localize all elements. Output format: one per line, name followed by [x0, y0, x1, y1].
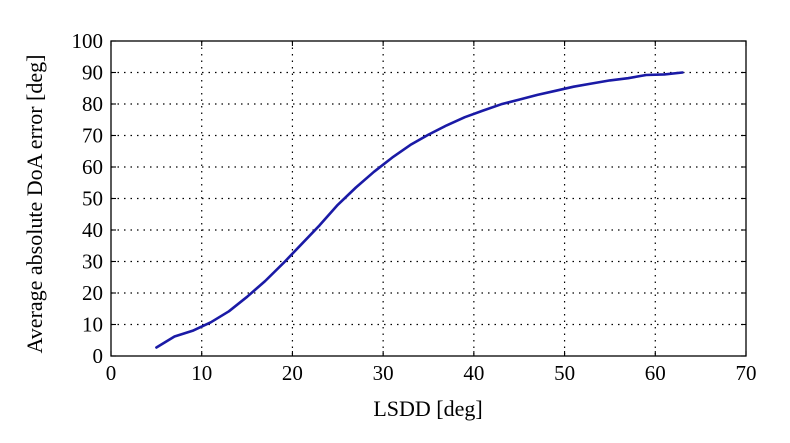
- x-tick-label: 0: [106, 361, 117, 385]
- y-tick-label: 30: [82, 250, 103, 274]
- x-axis-label: LSDD [deg]: [373, 396, 482, 421]
- y-tick-labels: 0 10 20 30 40 50 60 70 80 90 100: [72, 29, 104, 368]
- x-tick-label: 40: [463, 361, 484, 385]
- axis-ticks: [110, 40, 747, 357]
- x-tick-label: 30: [373, 361, 394, 385]
- y-tick-label: 0: [93, 344, 104, 368]
- y-tick-label: 70: [82, 124, 103, 148]
- y-tick-label: 90: [82, 61, 103, 85]
- x-tick-label: 70: [736, 361, 757, 385]
- x-tick-labels: 0 10 20 30 40 50 60 70: [106, 361, 757, 385]
- y-axis-label: Average absolute DoA error [deg]: [22, 55, 47, 354]
- x-tick-label: 50: [554, 361, 575, 385]
- y-tick-label: 80: [82, 92, 103, 116]
- x-tick-label: 20: [282, 361, 303, 385]
- series-line: [155, 71, 684, 349]
- x-tick-label: 60: [645, 361, 666, 385]
- y-tick-label: 40: [82, 218, 103, 242]
- series-group: [155, 71, 684, 349]
- y-tick-label: 20: [82, 281, 103, 305]
- y-tick-label: 50: [82, 187, 103, 211]
- grid: [111, 41, 746, 356]
- y-tick-label: 60: [82, 155, 103, 179]
- y-tick-label: 10: [82, 313, 103, 337]
- y-tick-label: 100: [72, 29, 104, 53]
- x-tick-label: 10: [191, 361, 212, 385]
